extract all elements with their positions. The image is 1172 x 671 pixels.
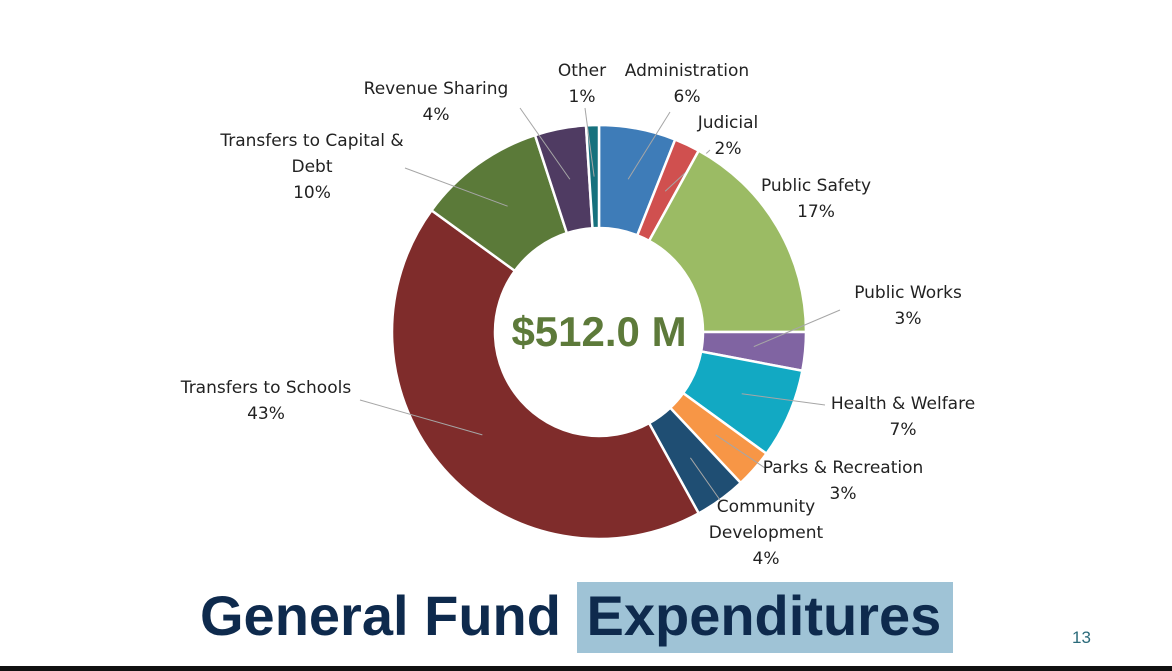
slice-label-parks-recreation: Parks & Recreation 3% xyxy=(762,458,924,504)
leader-line xyxy=(404,167,508,207)
slice-label-transfers-capital: Transfers to Capital & Debt 10% xyxy=(220,131,404,203)
page-number: 13 xyxy=(1072,628,1091,647)
leader-line xyxy=(689,457,721,501)
leader-line xyxy=(741,393,826,406)
slice-label-health-welfare: Health & Welfare 7% xyxy=(830,394,976,440)
slice-transfers-to-schools xyxy=(390,208,701,541)
leader-line xyxy=(584,107,595,177)
center-total-label: $512.0 M xyxy=(511,308,687,355)
leader-line xyxy=(753,309,841,348)
leader-line xyxy=(715,434,766,469)
slice-label-transfers-schools: Transfers to Schools 43% xyxy=(180,378,352,424)
title-highlight: Expenditures xyxy=(576,582,954,653)
slice-label-public-safety: Public Safety 17% xyxy=(760,176,872,222)
slice-other xyxy=(584,123,601,230)
slice-label-administration: Administration 6% xyxy=(624,61,750,107)
leader-line xyxy=(359,399,483,436)
slice-label-public-works: Public Works 3% xyxy=(854,283,962,329)
slide-title: General Fund Expenditures xyxy=(200,582,954,653)
slice-public-safety xyxy=(647,148,808,334)
slice-label-other: Other 1% xyxy=(557,61,607,107)
slice-label-judicial: Judicial 2% xyxy=(697,113,759,159)
bottom-bar xyxy=(0,666,1172,671)
slice-label-community-development: Community Development 4% xyxy=(708,497,824,569)
slice-label-revenue-sharing: Revenue Sharing 4% xyxy=(363,79,509,125)
leader-line xyxy=(627,111,671,180)
leader-line xyxy=(519,107,571,180)
